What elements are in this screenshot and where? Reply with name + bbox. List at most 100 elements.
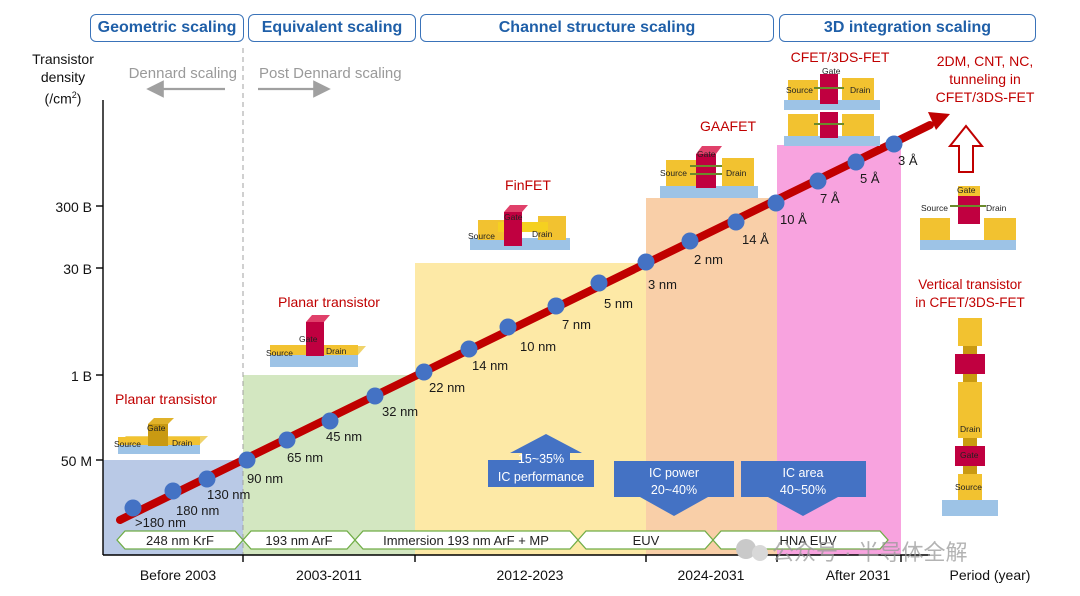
node-label: 180 nm	[176, 503, 219, 518]
node-dot	[847, 153, 865, 171]
node-dot	[238, 451, 256, 469]
node-dot	[767, 194, 785, 212]
era-equivalent-scaling: Equivalent scaling	[248, 14, 416, 42]
period-2024-2031: 2024-2031	[678, 567, 745, 583]
period-after-2031: After 2031	[826, 567, 891, 583]
finfet-icon	[470, 205, 570, 250]
future-tech-line1: 2DM, CNT, NC,	[937, 53, 1033, 69]
stacked-source-label: Source	[921, 203, 948, 213]
power-value: 20~40%	[651, 483, 697, 497]
y-tick-1b: 1 B	[71, 368, 92, 384]
node-label: 32 nm	[382, 404, 418, 419]
node-label: 5 Å	[860, 171, 880, 186]
vertical-gate-label: Gate	[960, 450, 979, 460]
stacked-drain-label: Drain	[986, 203, 1007, 213]
gaafet-source-label: Source	[660, 168, 687, 178]
planar1-source-label: Source	[114, 439, 141, 449]
dennard-label: Dennard scaling	[129, 65, 237, 82]
cfet-icon	[784, 74, 880, 146]
y-axis-title: Transistor density (/cm2)	[22, 50, 104, 108]
node-dot	[366, 387, 384, 405]
node-dot	[415, 363, 433, 381]
vertical-transistor-line1: Vertical transistor	[918, 277, 1022, 292]
y-title-line1: Transistor	[32, 51, 94, 67]
device-planar-1-title: Planar transistor	[115, 391, 217, 407]
finfet-gate-label: Gate	[504, 212, 523, 222]
post-dennard-label: Post Dennard scaling	[259, 65, 402, 82]
y-title-line3: (/cm2)	[44, 90, 82, 107]
trend-arrowhead	[928, 112, 950, 130]
node-dot	[590, 274, 608, 292]
node-dot	[637, 253, 655, 271]
gaafet-gate-label: Gate	[697, 149, 716, 159]
device-planar-2-title: Planar transistor	[278, 294, 380, 310]
era-3d-integration-scaling: 3D integration scaling	[779, 14, 1036, 42]
period-2012-2023: 2012-2023	[497, 567, 564, 583]
node-label: 10 Å	[780, 212, 807, 227]
node-label: 5 nm	[604, 296, 633, 311]
litho-euv: EUV	[633, 533, 660, 548]
watermark-text: 公众号 · 半导体全解	[772, 540, 968, 565]
device-cfet-title: CFET/3DS-FET	[791, 49, 890, 65]
performance-arrow	[488, 434, 594, 487]
region-2003-2011	[243, 375, 415, 555]
area-label: IC area	[783, 466, 824, 480]
node-dot	[809, 172, 827, 190]
node-label: 3 Å	[898, 153, 918, 168]
planar1-gate-label: Gate	[147, 423, 166, 433]
node-label: >180 nm	[135, 515, 186, 530]
planar2-drain-label: Drain	[326, 346, 347, 356]
node-dot	[124, 499, 142, 517]
node-dots	[124, 135, 903, 517]
area-arrow	[741, 461, 866, 516]
finfet-drain-label: Drain	[532, 229, 553, 239]
node-label: 130 nm	[207, 487, 250, 502]
node-dot	[547, 297, 565, 315]
node-label: 7 nm	[562, 317, 591, 332]
period-2003-2011: 2003-2011	[296, 567, 362, 583]
power-label: IC power	[649, 466, 699, 480]
y-tick-300b: 300 B	[55, 199, 92, 215]
litho-krf: 248 nm KrF	[146, 533, 214, 548]
era-channel-structure-scaling: Channel structure scaling	[420, 14, 774, 42]
region-2012-2023	[415, 263, 646, 555]
vertical-source-label: Source	[955, 482, 982, 492]
x-axis-title: Period (year)	[950, 567, 1031, 583]
y-title-line2: density	[40, 69, 86, 85]
node-label: 22 nm	[429, 380, 465, 395]
era-geometric-scaling: Geometric scaling	[90, 14, 244, 42]
litho-band	[116, 530, 889, 550]
future-tech-line2: tunneling in	[949, 71, 1021, 87]
stacked-gate-label: Gate	[957, 185, 976, 195]
node-label: 2 nm	[694, 252, 723, 267]
node-label: 14 nm	[472, 358, 508, 373]
node-label: 10 nm	[520, 339, 556, 354]
node-label: 65 nm	[287, 450, 323, 465]
planar-transistor-2-icon	[270, 315, 366, 367]
power-arrow	[614, 461, 734, 516]
period-before-2003: Before 2003	[140, 567, 216, 583]
litho-immersion: Immersion 193 nm ArF + MP	[383, 533, 549, 548]
node-dot	[499, 318, 517, 336]
planar-transistor-1-icon	[118, 418, 208, 454]
node-dot	[321, 412, 339, 430]
node-label: 45 nm	[326, 429, 362, 444]
device-gaafet-title: GAAFET	[700, 118, 756, 134]
planar1-drain-label: Drain	[172, 438, 193, 448]
node-dot	[198, 470, 216, 488]
vertical-transistor-line2: in CFET/3DS-FET	[915, 295, 1025, 310]
performance-label: IC performance	[498, 470, 584, 484]
litho-shape-hna-euv	[712, 530, 889, 550]
node-dot	[278, 431, 296, 449]
y-tick-50m: 50 M	[61, 453, 92, 469]
trend-line	[116, 121, 934, 524]
area-value: 40~50%	[780, 483, 826, 497]
litho-arf: 193 nm ArF	[265, 533, 332, 548]
litho-hna-euv: HNA EUV	[779, 533, 836, 548]
node-label: 3 nm	[648, 277, 677, 292]
future-tech-line3: CFET/3DS-FET	[936, 89, 1035, 105]
planar2-source-label: Source	[266, 348, 293, 358]
device-finfet-title: FinFET	[505, 177, 551, 193]
